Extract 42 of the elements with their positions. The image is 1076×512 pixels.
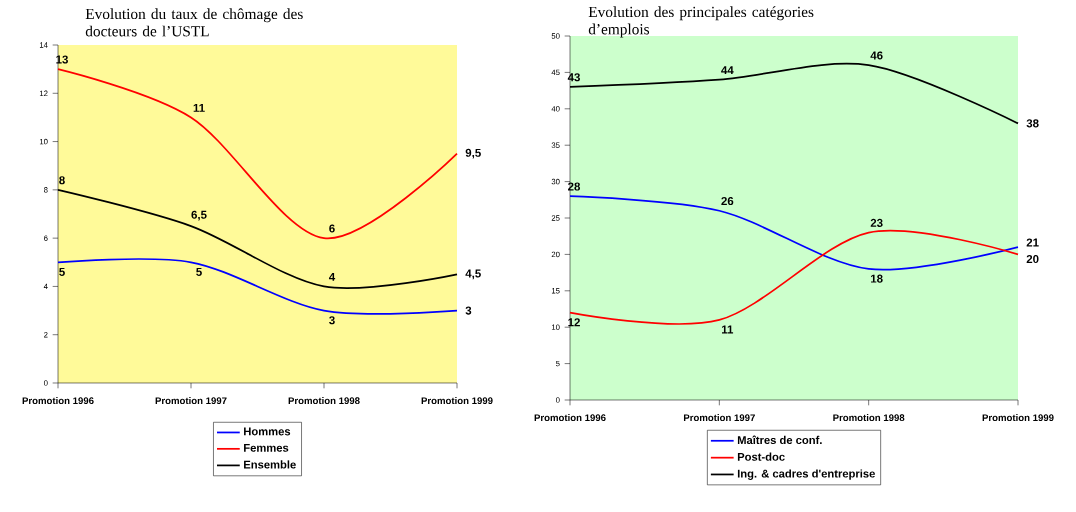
data-label: 23 (870, 218, 883, 227)
data-label: 4,5 (465, 269, 481, 280)
legend-label: Ing. & cadres d'entreprise (737, 469, 875, 480)
x-tick-label: Promotion 1996 (22, 397, 94, 405)
data-label: 6,5 (191, 210, 207, 221)
x-tick-label: Promotion 1998 (833, 414, 905, 422)
x-tick-label: Promotion 1997 (683, 414, 755, 422)
line-series (57, 68, 458, 240)
data-label: 8 (59, 176, 65, 185)
data-label: 21 (1026, 238, 1039, 247)
x-tick-label: Promotion 1999 (982, 414, 1054, 422)
data-label: 12 (568, 318, 580, 327)
legend-label: Maîtres de conf. (737, 435, 822, 445)
x-tick-label: Promotion 1997 (155, 397, 227, 405)
x-tick-label: Promotion 1998 (288, 397, 360, 405)
legend-label: Ensemble (244, 460, 296, 469)
chart-title: Evolution du taux de chômage des docteurs de l’USTL (85, 8, 303, 37)
data-label: 46 (870, 51, 883, 60)
data-label: 20 (1026, 255, 1039, 264)
data-label: 5 (59, 267, 65, 276)
data-label: 5 (196, 267, 202, 276)
data-label: 11 (722, 325, 734, 334)
line-series (569, 195, 1019, 271)
data-label: 4 (328, 272, 336, 281)
legend-label: Hommes (244, 427, 291, 436)
data-label: 38 (1026, 119, 1039, 128)
legend-label: Post-doc (737, 452, 785, 461)
x-tick-label: Promotion 1999 (421, 397, 493, 405)
data-label: 6 (329, 224, 335, 233)
chart-title: Evolution des principales catégories d’emplois (588, 6, 814, 38)
data-label: 26 (721, 197, 734, 206)
data-label: 11 (193, 103, 205, 112)
data-label: 43 (567, 73, 580, 82)
data-label: 3 (329, 316, 335, 325)
data-label: 3 (465, 306, 472, 315)
x-tick-label: Promotion 1996 (534, 414, 606, 422)
data-label: 9,5 (465, 148, 481, 159)
data-label: 28 (568, 182, 581, 191)
data-label: 18 (871, 274, 883, 283)
data-label: 13 (56, 55, 68, 64)
legend-label: Femmes (244, 443, 289, 452)
data-label: 44 (721, 66, 734, 75)
